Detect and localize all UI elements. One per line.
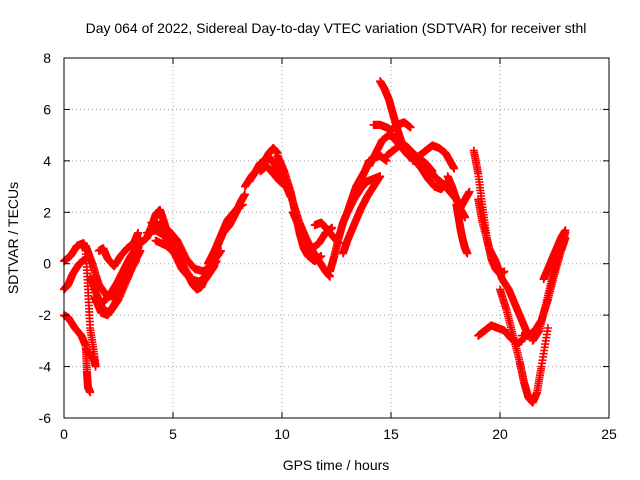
series-ap (539, 226, 570, 284)
data-point (86, 388, 95, 397)
data-point (463, 249, 472, 258)
data-point (561, 226, 570, 235)
y-tick-label: -4 (39, 359, 52, 375)
x-axis-label: GPS time / hours (283, 457, 390, 473)
data-point (240, 190, 249, 199)
series-ai (452, 200, 472, 258)
y-tick-label: 6 (43, 101, 51, 117)
axis-ticks: 0 5 10 15 20 25 -6 -4 -2 0 2 4 6 8 (39, 50, 617, 442)
x-tick-label: 15 (383, 426, 399, 442)
data-point (134, 228, 143, 237)
data-point (406, 123, 415, 132)
x-tick-label: 5 (169, 426, 177, 442)
y-tick-label: 0 (43, 256, 51, 272)
series-am (474, 321, 526, 348)
series-d (81, 344, 100, 371)
data-point (238, 200, 247, 209)
series-c (60, 254, 90, 294)
y-axis-label: SDTVAR / TECUs (5, 182, 21, 294)
series-ab (369, 118, 415, 134)
data-point (543, 324, 552, 332)
y-tick-label: 2 (43, 204, 51, 220)
data-point (131, 257, 140, 266)
y-tick-label: -2 (39, 307, 52, 323)
x-tick-label: 10 (274, 426, 290, 442)
data-point (465, 187, 474, 196)
series-g (90, 257, 140, 320)
x-tick-label: 20 (492, 426, 508, 442)
y-tick-label: 4 (43, 153, 51, 169)
data-marks (60, 77, 570, 407)
data-point (376, 172, 385, 181)
series-y (343, 172, 385, 217)
plot-frame (63, 57, 610, 419)
series-o (203, 200, 247, 268)
data-point (450, 164, 459, 173)
series-af (408, 141, 459, 173)
series-ak (474, 195, 533, 340)
x-tick-label: 0 (60, 426, 68, 442)
series-aj (469, 146, 509, 278)
series-x (339, 172, 385, 258)
data-point (91, 362, 100, 371)
chart-title: Day 064 of 2022, Sidereal Day-to-day VTE… (86, 20, 587, 36)
y-tick-label: 8 (43, 50, 51, 66)
series-al (496, 285, 552, 407)
y-tick-label: -6 (39, 410, 52, 426)
x-tick-label: 25 (601, 426, 617, 442)
